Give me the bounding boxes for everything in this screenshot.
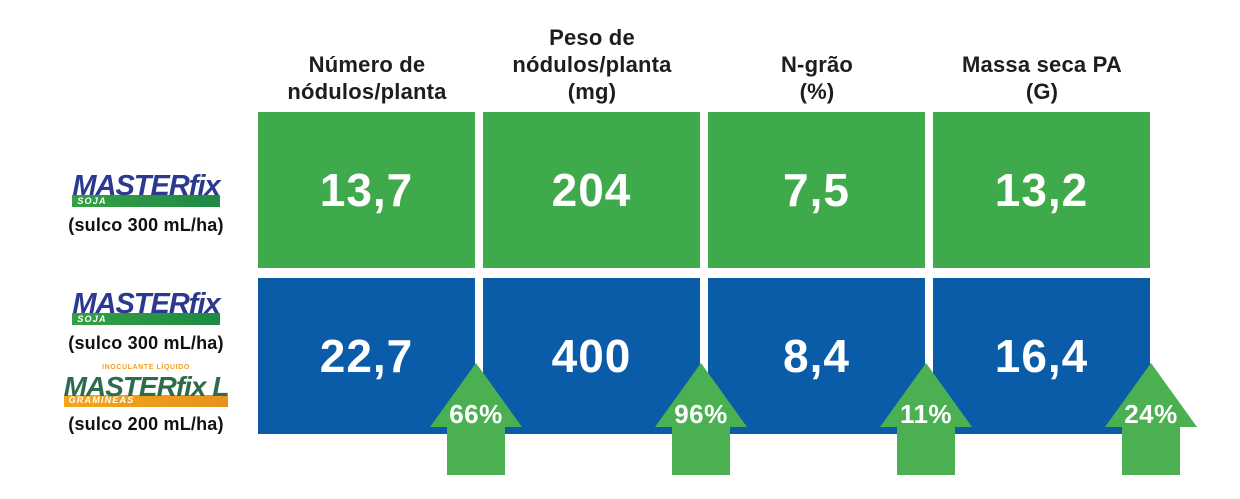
- row-label-masterfix-soja: MASTERfix SOJA (sulco 300 mL/ha): [46, 172, 246, 236]
- gain-percent-label: 11%: [899, 399, 953, 429]
- cell-value: 7,5: [783, 164, 850, 216]
- gain-percent-label: 24%: [1124, 399, 1178, 429]
- soja-banner: SOJA: [72, 195, 220, 207]
- value-cell-row1-col3: 7,5: [708, 112, 925, 268]
- cell-value: 204: [551, 164, 632, 216]
- increase-arrow-col1: 66%: [430, 363, 522, 475]
- increase-arrow-col3: 11%: [880, 363, 972, 475]
- cell-value: 13,7: [319, 164, 414, 216]
- gain-percent-label: 96%: [674, 399, 728, 429]
- masterfix-soja-logo: MASTERfix SOJA: [72, 170, 221, 207]
- up-arrow-icon: [430, 363, 522, 475]
- dose-label: (sulco 300 mL/ha): [68, 332, 224, 353]
- dose-label: (sulco 300 mL/ha): [68, 214, 224, 235]
- masterfix-brand-wordmark: MASTERfix: [72, 170, 220, 202]
- soja-banner-label: SOJA: [77, 195, 107, 206]
- soja-banner: SOJA: [72, 313, 220, 325]
- soja-banner-label: SOJA: [77, 313, 107, 324]
- cell-value: 8,4: [783, 330, 850, 382]
- column-header-massa-seca: Massa seca PA (G): [962, 52, 1122, 104]
- value-cell-row2-col3: 8,4: [708, 278, 925, 434]
- masterfix-l-gramineas-logo: MASTERfix L GRAMÍNEAS: [63, 370, 230, 407]
- value-cell-row2-col1: 22,7: [258, 278, 475, 434]
- dose-label: (sulco 200 mL/ha): [68, 414, 224, 434]
- value-cell-row2-col2: 400: [483, 278, 700, 434]
- up-arrow-icon: [655, 363, 747, 475]
- column-header-numero-nodulos: Número de nódulos/planta: [287, 52, 447, 104]
- cell-value: 16,4: [994, 330, 1089, 382]
- gramineas-banner-label: GRAMÍNEAS: [68, 395, 135, 405]
- inoculante-liquido-tagline: INOCULANTE LÍQUIDO: [102, 363, 190, 371]
- gramineas-banner: GRAMÍNEAS: [63, 394, 229, 407]
- column-header-peso-nodulos: Peso de nódulos/planta (mg): [512, 25, 672, 104]
- value-cell-row1-col1: 13,7: [258, 112, 475, 268]
- up-arrow-icon: [1105, 363, 1197, 475]
- up-arrow-icon: [880, 363, 972, 475]
- increase-arrow-col2: 96%: [655, 363, 747, 475]
- masterfix-soja-logo: MASTERfix SOJA: [72, 288, 221, 325]
- column-header-n-grao: N-grão (%): [780, 52, 854, 104]
- row-label-masterfix-combo: MASTERfix SOJA (sulco 300 mL/ha) INOCULA…: [46, 290, 246, 435]
- masterfix-brand-wordmark: MASTERfix: [72, 288, 220, 320]
- value-cell-row2-col4: 16,4: [933, 278, 1150, 434]
- gain-percent-label: 66%: [449, 399, 503, 429]
- cell-value: 400: [551, 330, 632, 382]
- cell-value: 22,7: [319, 330, 414, 382]
- masterfix-l-brand-wordmark: MASTERfix L: [63, 370, 230, 402]
- increase-arrow-col4: 24%: [1105, 363, 1197, 475]
- value-cell-row1-col4: 13,2: [933, 112, 1150, 268]
- cell-value: 13,2: [994, 164, 1089, 216]
- value-cell-row1-col2: 204: [483, 112, 700, 268]
